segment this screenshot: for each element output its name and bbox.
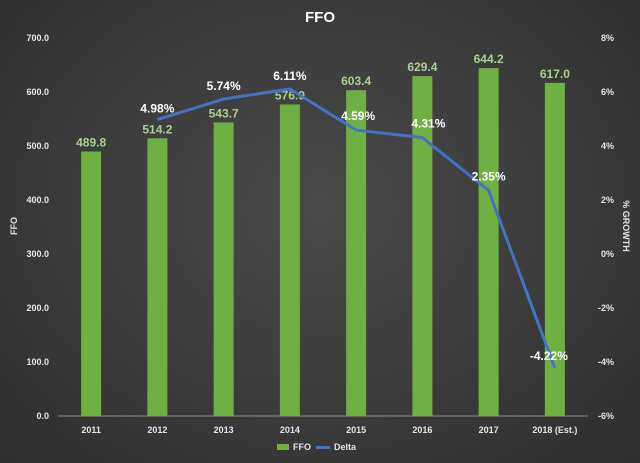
bar xyxy=(544,82,565,416)
line-data-label: 4.31% xyxy=(411,117,445,131)
y2-tick-label: -2% xyxy=(598,303,614,313)
line-data-label: 4.59% xyxy=(341,109,375,123)
bar xyxy=(412,76,433,417)
bar xyxy=(279,104,300,416)
line-data-label: 5.74% xyxy=(207,79,241,93)
x-tick-label: 2011 xyxy=(81,425,101,435)
bar-data-label: 576.9 xyxy=(275,88,305,102)
bar-data-label: 617.0 xyxy=(540,67,570,81)
x-tick-label: 2015 xyxy=(346,425,366,435)
bar-data-label: 603.4 xyxy=(341,74,371,88)
y2-tick-label: 4% xyxy=(601,141,614,151)
y2-tick-label: 0% xyxy=(601,249,614,259)
y2-tick-label: -6% xyxy=(598,411,614,421)
y-tick-label: 600.0 xyxy=(26,87,49,97)
y-tick-label: 200.0 xyxy=(26,303,49,313)
bar xyxy=(478,68,499,417)
bar xyxy=(346,90,367,416)
x-tick-label: 2018 (Est.) xyxy=(532,425,577,435)
bar-data-label: 629.4 xyxy=(407,60,437,74)
series-line-delta xyxy=(156,87,557,369)
y2-tick-label: 2% xyxy=(601,195,614,205)
x-tick-label: 2017 xyxy=(479,425,499,435)
x-tick-label: 2013 xyxy=(214,425,234,435)
y-axis-title: FFO xyxy=(9,217,19,235)
y2-tick-label: -4% xyxy=(598,357,614,367)
legend-swatch-delta xyxy=(316,446,330,449)
bar xyxy=(81,151,102,416)
line-data-label: -4.22% xyxy=(530,349,568,363)
line-data-label: 2.35% xyxy=(472,170,506,184)
y2-axis-title: % GROWTH xyxy=(621,200,631,252)
y-tick-label: 500.0 xyxy=(26,141,49,151)
legend-label-ffo: FFO xyxy=(293,442,311,452)
y-tick-label: 0.0 xyxy=(36,411,49,421)
bar-data-label: 514.2 xyxy=(142,122,172,136)
bar xyxy=(147,138,168,416)
line-data-label: 6.11% xyxy=(273,69,307,83)
x-tick-label: 2016 xyxy=(412,425,432,435)
legend-swatch-ffo xyxy=(277,444,289,450)
bar-data-label: 543.7 xyxy=(209,106,239,120)
y2-tick-label: 8% xyxy=(601,33,614,43)
y2-tick-label: 6% xyxy=(601,87,614,97)
legend-label-delta: Delta xyxy=(334,442,357,452)
y-tick-label: 300.0 xyxy=(26,249,49,259)
y-tick-label: 400.0 xyxy=(26,195,49,205)
x-tick-label: 2014 xyxy=(280,425,300,435)
x-tick-label: 2012 xyxy=(147,425,167,435)
plot-area: 0.0 100.0 200.0 300.0 400.0 500.0 600.0 700.0 -6… xyxy=(26,33,614,435)
legend: FFO Delta xyxy=(277,442,357,452)
y-tick-label: 700.0 xyxy=(26,33,49,43)
bar xyxy=(213,122,234,416)
y-tick-label: 100.0 xyxy=(26,357,49,367)
chart-title: FFO xyxy=(305,9,335,26)
bar-data-label: 644.2 xyxy=(474,52,504,66)
line-data-label: 4.98% xyxy=(140,102,174,116)
bar-data-label: 489.8 xyxy=(76,136,106,150)
